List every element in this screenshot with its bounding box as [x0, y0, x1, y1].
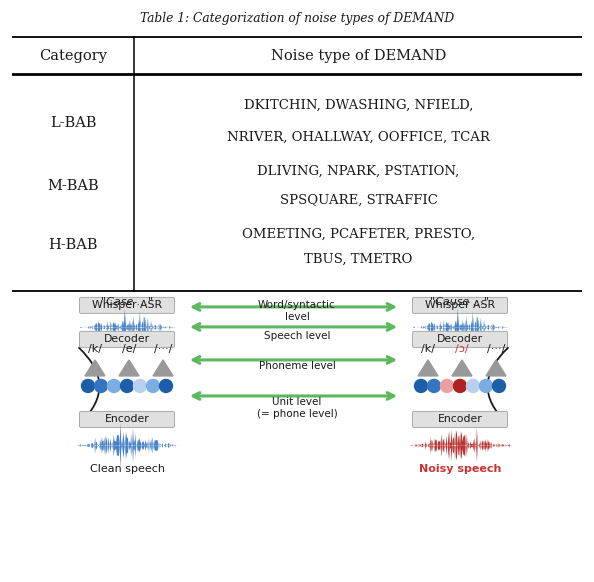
FancyBboxPatch shape — [412, 331, 507, 347]
Text: Decoder: Decoder — [437, 335, 483, 345]
Circle shape — [134, 379, 147, 392]
Text: /k/: /k/ — [88, 344, 102, 354]
Text: DLIVING, NPARK, PSTATION,: DLIVING, NPARK, PSTATION, — [257, 165, 460, 178]
Polygon shape — [418, 360, 438, 376]
Text: NRIVER, OHALLWAY, OOFFICE, TCAR: NRIVER, OHALLWAY, OOFFICE, TCAR — [227, 130, 490, 144]
Circle shape — [428, 379, 441, 392]
Polygon shape — [85, 360, 105, 376]
Circle shape — [466, 379, 479, 392]
Text: TBUS, TMETRO: TBUS, TMETRO — [304, 253, 413, 266]
Circle shape — [492, 379, 505, 392]
Text: Whisper ASR: Whisper ASR — [425, 300, 495, 310]
Text: /ɔ/: /ɔ/ — [455, 344, 469, 354]
Text: H-BAB: H-BAB — [49, 239, 98, 253]
Text: M-BAB: M-BAB — [48, 179, 99, 193]
Text: Noise type of DEMAND: Noise type of DEMAND — [271, 49, 446, 63]
Text: OMEETING, PCAFETER, PRESTO,: OMEETING, PCAFETER, PRESTO, — [242, 228, 475, 240]
Text: Encoder: Encoder — [438, 414, 482, 424]
FancyBboxPatch shape — [80, 411, 175, 427]
Text: /···/: /···/ — [487, 344, 505, 354]
Circle shape — [108, 379, 121, 392]
Text: Decoder: Decoder — [104, 335, 150, 345]
Circle shape — [81, 379, 94, 392]
Circle shape — [147, 379, 160, 392]
FancyBboxPatch shape — [412, 297, 507, 314]
Text: Noisy speech: Noisy speech — [419, 464, 501, 474]
FancyArrowPatch shape — [79, 348, 99, 423]
Text: Word/syntactic
level: Word/syntactic level — [258, 300, 336, 322]
Circle shape — [441, 379, 453, 392]
Text: Category: Category — [39, 49, 108, 63]
Circle shape — [453, 379, 466, 392]
Text: Table 1: Categorization of noise types of DEMAND: Table 1: Categorization of noise types o… — [140, 12, 454, 24]
Text: DKITCHIN, DWASHING, NFIELD,: DKITCHIN, DWASHING, NFIELD, — [244, 99, 473, 112]
FancyBboxPatch shape — [80, 331, 175, 347]
Circle shape — [121, 379, 134, 392]
FancyBboxPatch shape — [80, 297, 175, 314]
Text: "Cause …": "Cause …" — [431, 297, 489, 307]
Text: Clean speech: Clean speech — [90, 464, 165, 474]
Polygon shape — [119, 360, 139, 376]
Text: /e/: /e/ — [122, 344, 136, 354]
Polygon shape — [153, 360, 173, 376]
Circle shape — [94, 379, 108, 392]
Text: /k/: /k/ — [421, 344, 435, 354]
Text: /···/: /···/ — [154, 344, 172, 354]
FancyArrowPatch shape — [488, 348, 508, 423]
Text: Speech level: Speech level — [264, 331, 330, 341]
FancyBboxPatch shape — [412, 411, 507, 427]
Polygon shape — [452, 360, 472, 376]
Text: Encoder: Encoder — [105, 414, 149, 424]
Circle shape — [415, 379, 428, 392]
Text: Phoneme level: Phoneme level — [258, 361, 336, 371]
Text: Unit level
(= phone level): Unit level (= phone level) — [257, 397, 337, 420]
Text: L-BAB: L-BAB — [50, 116, 97, 130]
Text: "Case …": "Case …" — [101, 297, 153, 307]
Text: SPSQUARE, STRAFFIC: SPSQUARE, STRAFFIC — [280, 193, 438, 206]
Circle shape — [160, 379, 172, 392]
Polygon shape — [486, 360, 506, 376]
Text: Whisper ASR: Whisper ASR — [92, 300, 162, 310]
Circle shape — [479, 379, 492, 392]
